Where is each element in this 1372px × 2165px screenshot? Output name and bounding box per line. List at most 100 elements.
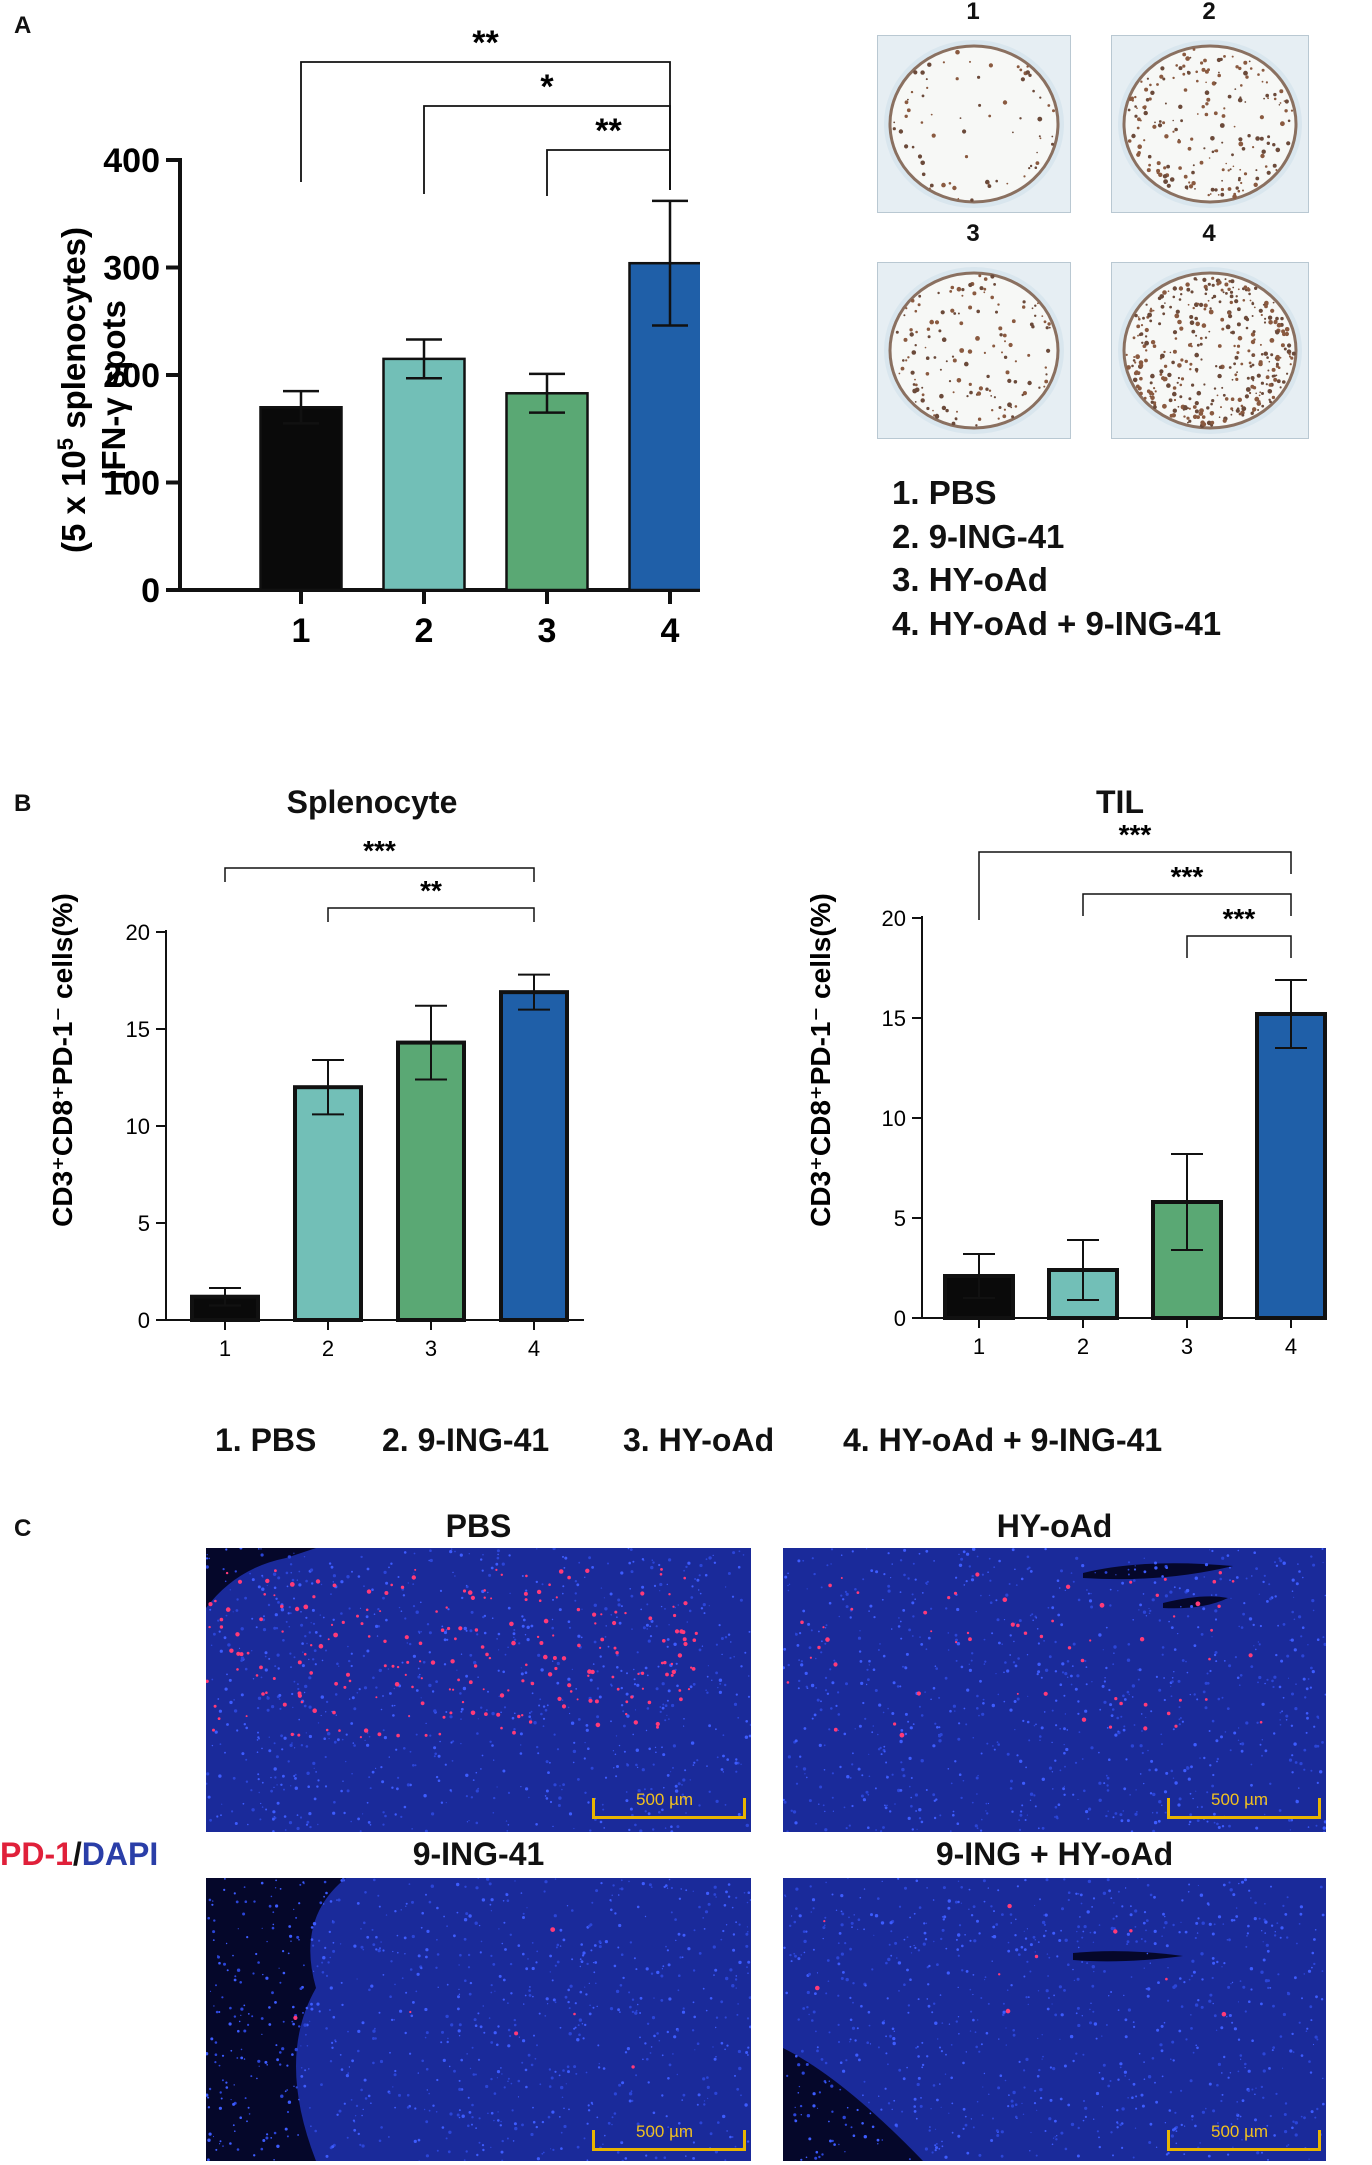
well-spot [1205, 102, 1209, 106]
nucleus [1132, 2082, 1136, 2086]
nucleus [1197, 1626, 1200, 1629]
nucleus [887, 1707, 889, 1710]
well-spot [1199, 160, 1204, 165]
well-spot [951, 421, 956, 426]
nucleus [827, 1980, 830, 1982]
well-spot [1141, 341, 1144, 344]
nucleus [468, 1914, 472, 1918]
nucleus [569, 1712, 571, 1715]
well-spot [988, 389, 992, 392]
nucleus [464, 1979, 467, 1982]
well-spot [1209, 307, 1212, 310]
well-spot [1279, 386, 1282, 389]
nucleus [468, 2111, 472, 2114]
nucleus [1324, 1594, 1326, 1597]
nucleus [693, 1929, 696, 1932]
pd1-positive-cell [633, 1720, 638, 1725]
well-spot [1290, 109, 1294, 112]
nucleus [942, 1918, 945, 1921]
well-spot [1147, 312, 1152, 318]
nucleus [294, 1773, 297, 1776]
nucleus [1138, 1668, 1142, 1672]
nucleus [734, 2074, 736, 2077]
nucleus [901, 1767, 905, 1772]
nucleus [257, 1731, 259, 1734]
well-spot [910, 90, 914, 94]
nucleus [388, 1756, 390, 1758]
legend-b-3: 3. HY-oAd [623, 1422, 775, 1458]
nucleus [301, 1642, 304, 1645]
nucleus [915, 1810, 917, 1812]
nucleus [616, 1666, 619, 1669]
nucleus [261, 1806, 264, 1808]
nucleus [696, 1578, 700, 1582]
well-spot [1034, 314, 1037, 317]
nucleus [1000, 2154, 1004, 2158]
nucleus [485, 1709, 488, 1712]
nucleus [496, 2043, 499, 2047]
pd1-positive-cell [452, 1688, 455, 1691]
nucleus [1237, 1739, 1240, 1741]
nucleus [1113, 1645, 1117, 1649]
well-spot [1164, 302, 1166, 304]
nucleus [231, 1810, 234, 1813]
well-spot [957, 312, 960, 315]
pd1-positive-cell [660, 1568, 663, 1571]
micrograph-9-ing-41-image [206, 1878, 751, 2161]
nucleus [611, 1894, 613, 1896]
well-spot [931, 133, 936, 138]
nucleus [266, 1708, 270, 1712]
nucleus [794, 1954, 797, 1958]
nucleus [524, 1634, 527, 1636]
nucleus [845, 1977, 849, 1982]
nucleus [909, 1945, 912, 1948]
nucleus [1188, 1823, 1191, 1826]
nucleus [1220, 2099, 1223, 2103]
nucleus [520, 1744, 522, 1746]
nucleus [698, 1952, 702, 1955]
nucleus [1064, 2147, 1068, 2151]
nucleus [746, 1926, 749, 1928]
nucleus [1137, 1678, 1140, 1681]
well-spot [990, 295, 994, 300]
nucleus [354, 2115, 357, 2117]
nucleus [332, 1920, 334, 1922]
well-spot [1126, 365, 1131, 370]
nucleus [1020, 1577, 1024, 1581]
nucleus [292, 1706, 294, 1709]
nucleus [357, 1817, 360, 1821]
nucleus [938, 1696, 941, 1699]
nucleus [1237, 1727, 1240, 1729]
pd1-positive-cell [567, 1683, 572, 1688]
nucleus [874, 1914, 879, 1918]
chart-b2-category-label-1: 1 [973, 1334, 985, 1359]
nucleus [310, 2002, 313, 2006]
nucleus [429, 1734, 432, 1737]
nucleus [798, 1659, 800, 1661]
nucleus [272, 1830, 275, 1832]
nucleus [1285, 1714, 1289, 1718]
nucleus [323, 1903, 325, 1905]
nucleus [738, 1960, 742, 1965]
nucleus [900, 1637, 903, 1640]
nucleus [730, 1641, 732, 1643]
well-spot [927, 335, 931, 339]
nucleus [806, 2006, 809, 2009]
nucleus [574, 1580, 578, 1583]
pd1-positive-cell [343, 1685, 347, 1689]
nucleus [468, 1553, 470, 1555]
well-spot [1163, 350, 1166, 354]
nucleus [1009, 1787, 1013, 1790]
well-spot [1291, 351, 1296, 356]
pd1-positive-cell [1119, 1701, 1123, 1706]
well-spot [1012, 131, 1014, 134]
pd1-positive-cell [670, 1673, 674, 1677]
well-spot [1235, 295, 1238, 298]
nucleus [1029, 1970, 1032, 1973]
nucleus [486, 1878, 490, 1881]
well-spot [979, 286, 984, 291]
nucleus [446, 1983, 449, 1986]
nucleus [229, 1700, 233, 1705]
nucleus [332, 1811, 336, 1815]
nucleus [902, 1609, 906, 1612]
